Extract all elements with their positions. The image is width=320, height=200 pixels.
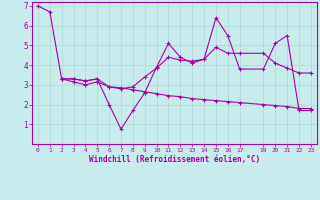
- X-axis label: Windchill (Refroidissement éolien,°C): Windchill (Refroidissement éolien,°C): [89, 155, 260, 164]
